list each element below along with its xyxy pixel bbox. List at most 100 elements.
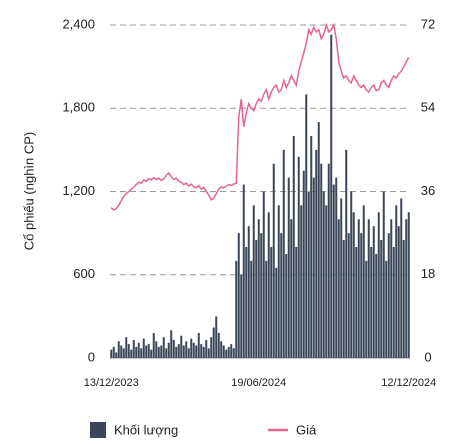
bar (267, 212, 270, 358)
bar (120, 345, 123, 358)
bar (127, 344, 130, 358)
bar (182, 345, 185, 358)
bar (115, 352, 118, 358)
bar (222, 345, 225, 358)
bar (340, 198, 343, 358)
bar (227, 346, 230, 358)
bar (380, 240, 383, 358)
bar (357, 219, 360, 358)
bar (180, 335, 183, 358)
bar (190, 338, 193, 358)
bar (277, 205, 280, 358)
bar (355, 247, 358, 358)
bar (145, 345, 148, 358)
bar (392, 247, 395, 358)
bar (157, 346, 160, 358)
bar (197, 333, 200, 358)
y-tick-label: 600 (73, 266, 95, 281)
bar (317, 122, 320, 358)
legend-swatch (90, 422, 106, 438)
bar (320, 163, 323, 358)
x-tick-label: 13/12/2023 (84, 377, 139, 389)
bar (257, 219, 260, 358)
bar (260, 233, 263, 358)
bar (172, 339, 175, 358)
bar (375, 253, 378, 358)
bar (302, 170, 305, 358)
bar (247, 226, 250, 358)
bar (252, 205, 255, 358)
bar (285, 253, 288, 358)
bar (282, 149, 285, 358)
bar (202, 346, 205, 358)
y-axis-label: Cổ phiếu (nghìn CP) (21, 132, 36, 251)
bar (325, 205, 328, 358)
bar (297, 156, 300, 358)
bar (265, 260, 268, 358)
bar (280, 233, 283, 358)
bar (140, 348, 143, 358)
bar (237, 233, 240, 358)
bar (147, 344, 150, 358)
bar (310, 136, 313, 358)
bar (125, 337, 128, 358)
bar (245, 247, 248, 358)
bar (330, 34, 333, 359)
bar (377, 212, 380, 358)
bar (200, 344, 203, 358)
bar (312, 177, 315, 358)
bar (255, 240, 258, 358)
bar (395, 205, 398, 358)
bar (220, 341, 223, 358)
bar (232, 348, 235, 358)
bar (362, 205, 365, 358)
bar (160, 345, 163, 358)
bar (240, 274, 243, 358)
bar (235, 260, 238, 358)
bar (187, 348, 190, 358)
bar (152, 333, 155, 358)
bar (262, 191, 265, 358)
bar (185, 341, 188, 358)
bar (295, 247, 298, 358)
y2-tick-label: 18 (421, 266, 435, 281)
bar (132, 339, 135, 358)
bar (137, 342, 140, 358)
bar (405, 219, 408, 358)
bar (112, 346, 115, 358)
bar (287, 177, 290, 358)
bar (230, 344, 233, 358)
bar (402, 240, 405, 358)
bar (327, 163, 330, 358)
y-tick-label: 0 (88, 349, 95, 364)
bar (272, 163, 275, 358)
bar (215, 316, 218, 358)
bar (225, 349, 228, 358)
bar (382, 191, 385, 358)
bar (142, 338, 145, 358)
bar (205, 339, 208, 358)
bar (165, 348, 168, 358)
bar (390, 219, 393, 358)
bar (332, 184, 335, 358)
bar (275, 267, 278, 358)
bar (292, 136, 295, 358)
bar (307, 191, 310, 358)
bar (217, 333, 220, 358)
bar (322, 191, 325, 358)
bar (367, 219, 370, 358)
bar (315, 149, 318, 358)
bar (250, 260, 253, 358)
bar (167, 342, 170, 358)
bar (207, 348, 210, 358)
bar (372, 226, 375, 358)
bar (300, 205, 303, 358)
bar (110, 349, 113, 358)
price-line (110, 22, 410, 211)
bar (130, 349, 133, 358)
bar (335, 177, 338, 358)
bar (175, 346, 178, 358)
bar (385, 260, 388, 358)
bar (387, 233, 390, 358)
